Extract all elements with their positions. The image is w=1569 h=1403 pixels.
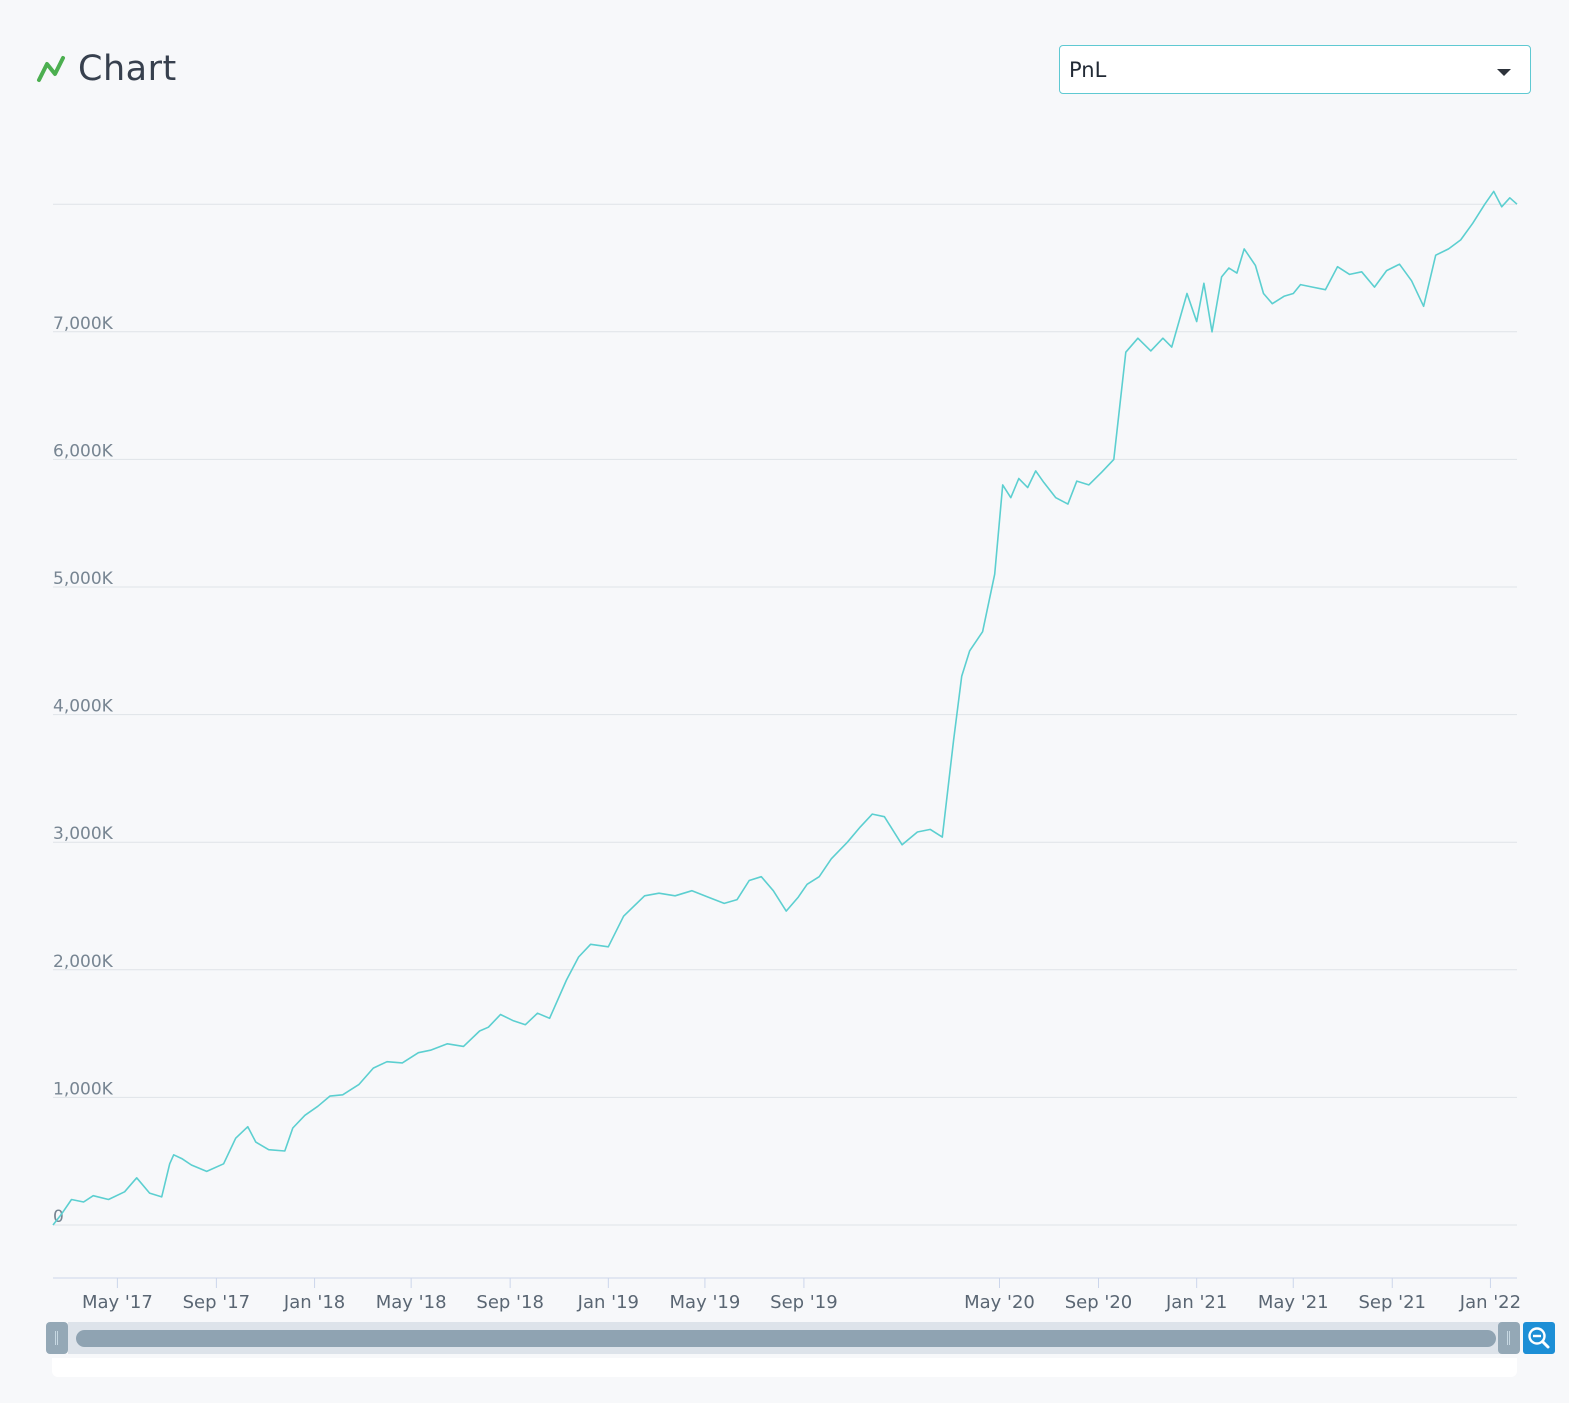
x-tick-label: May '19 <box>670 1292 741 1313</box>
pnl-series-line <box>52 190 1518 1226</box>
y-tick-label: 7,000K <box>53 314 114 334</box>
x-tick-label: Jan '19 <box>577 1292 639 1313</box>
x-tick-label: Sep '20 <box>1065 1292 1133 1313</box>
navigator-right-handle[interactable] <box>1498 1322 1520 1354</box>
x-tick-label: May '20 <box>964 1292 1035 1313</box>
x-tick-label: May '18 <box>376 1292 447 1313</box>
zoom-out-button[interactable] <box>1523 1322 1555 1354</box>
x-tick-label: Sep '19 <box>770 1292 838 1313</box>
grip-icon <box>55 1331 58 1345</box>
chart-header: Chart <box>36 46 177 92</box>
x-axis-ticks <box>116 1278 1491 1288</box>
chart-footer-panel <box>52 1358 1517 1377</box>
metric-select[interactable]: PnL <box>1059 45 1531 94</box>
y-tick-label: 5,000K <box>53 569 114 589</box>
y-tick-label: 2,000K <box>53 952 114 972</box>
x-tick-label: May '17 <box>82 1292 153 1313</box>
y-tick-label: 6,000K <box>53 441 114 461</box>
x-tick-label: Jan '22 <box>1459 1292 1521 1313</box>
navigator-scrollbar[interactable] <box>76 1330 1496 1347</box>
x-tick-label: May '21 <box>1258 1292 1329 1313</box>
navigator[interactable] <box>46 1322 1522 1354</box>
line-chart-icon <box>37 56 65 82</box>
y-tick-label: 1,000K <box>53 1079 114 1099</box>
x-tick-label: Jan '18 <box>283 1292 345 1313</box>
navigator-left-handle[interactable] <box>46 1322 68 1354</box>
x-tick-label: Sep '17 <box>183 1292 251 1313</box>
pnl-line-chart[interactable]: 01,000K2,000K3,000K4,000K5,000K6,000K7,0… <box>0 0 1569 1320</box>
y-axis-labels: 01,000K2,000K3,000K4,000K5,000K6,000K7,0… <box>53 314 114 1227</box>
zoom-out-icon <box>1528 1327 1550 1349</box>
chart-title: Chart <box>78 49 177 89</box>
x-tick-label: Sep '21 <box>1359 1292 1427 1313</box>
caret-down-icon[interactable] <box>1497 69 1511 76</box>
grid-lines <box>53 203 1517 1226</box>
x-axis-labels: May '17 Sep '17 Jan '18 May '18 Sep '18 Jan '… <box>82 1292 1521 1313</box>
x-tick-label: Sep '18 <box>476 1292 544 1313</box>
x-tick-label: Jan '21 <box>1165 1292 1227 1313</box>
y-tick-label: 3,000K <box>53 824 114 844</box>
y-tick-label: 4,000K <box>53 697 114 717</box>
metric-select-value: PnL <box>1069 57 1107 82</box>
grip-icon <box>1507 1331 1510 1345</box>
